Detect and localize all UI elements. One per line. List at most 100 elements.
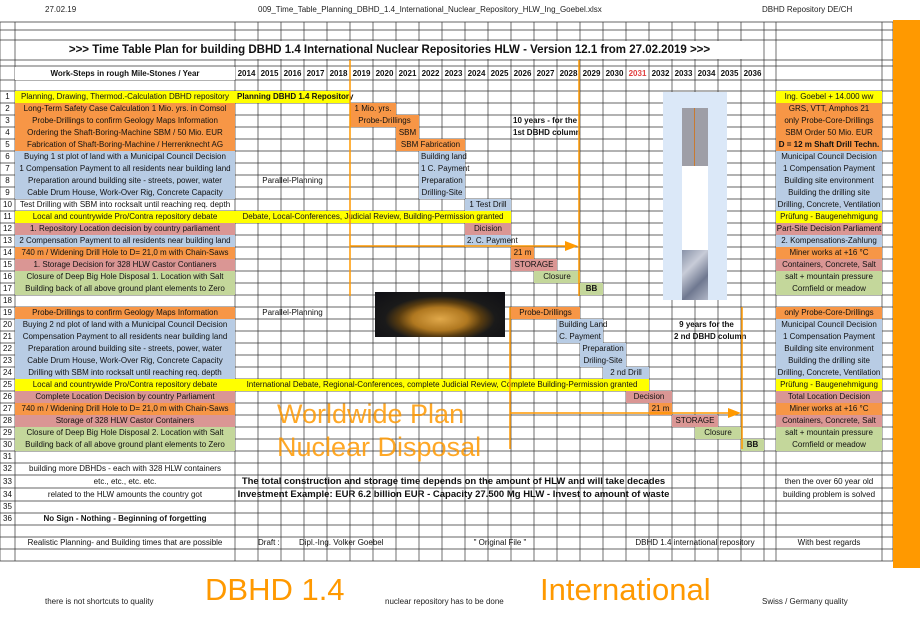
year-2029: 2029 [582,69,601,78]
gantt-bar: 2 nd Drill [603,367,649,379]
milestone-note: Municipal Council Decision [776,151,882,163]
gantt-bar: Building Land [557,319,608,331]
row-number: 23 [3,356,12,365]
year-2014: 2014 [237,69,256,78]
row-number: 9 [5,188,10,197]
timeline-note: 10 years - for the [513,116,578,125]
milestone-note: salt + mountain pressure [776,271,882,283]
task-label: Planning, Drawing, Thermod.-Calculation … [15,91,235,103]
task-label: Building back of all above ground plant … [15,439,235,451]
gantt-bar: 1 C. Payment [419,163,470,175]
task-label: Cable Drum House, Work-Over Rig, Concret… [15,187,235,199]
row-number: 30 [3,440,12,449]
year-2016: 2016 [283,69,302,78]
row-number: 28 [3,416,12,425]
milestone-note: Miner works at +16 °C [776,247,882,259]
milestone-note: building problem is solved [782,490,876,499]
repository-site-image [375,292,505,337]
footer-draft: Draft : [258,538,280,547]
task-label: Probe-Drillings to confirm Geology Maps … [15,115,235,127]
gantt-bar: Driling-Site [580,355,626,367]
row-number: 11 [3,212,12,221]
watermark-line2: Nuclear Disposal [277,432,482,462]
file-name: 009_Time_Table_Planning_DBHD_1.4_Interna… [258,5,602,14]
milestone-note: 2. Kompensations-Zahlung [776,235,882,247]
milestone-note: Containers, Concrete, Salt [776,415,882,427]
milestone-note: 1 Compensation Payment [776,331,882,343]
year-2021: 2021 [398,69,417,78]
gantt-bar: Probe-Drillings [350,115,419,127]
timeline-note: Parallel-Planning [262,308,323,317]
row-number: 14 [3,248,12,257]
bottom-middle-text: nuclear repository has to be done [385,597,504,606]
milestone-note: Drilling, Concrete, Ventilation [776,367,882,379]
year-2036: 2036 [743,69,762,78]
logo-dbhd: DBHD 1.4 [205,572,345,607]
gantt-bar: Closure [534,271,580,283]
timeline-note: 9 years for the [679,320,734,329]
row-number: 22 [3,344,12,353]
task-label: 740 m / Widening Drill Hole to D= 21,0 m… [15,403,235,415]
gantt-bar: 21 m [511,247,534,259]
task-label: Closure of Deep Big Hole Disposal 1. Loc… [15,271,235,283]
timeline-note: The total construction and storage time … [241,476,666,487]
milestone-note: Drilling, Concrete, Ventilation [776,199,882,211]
gantt-bar: 2. C. Payment [465,235,518,247]
year-2030: 2030 [605,69,624,78]
row-number: 36 [3,514,12,523]
task-label: Drilling with SBM into rocksalt until re… [15,367,235,379]
gantt-bar: Preparation [419,175,465,187]
row-number: 16 [3,272,12,281]
gantt-bar: BB [741,439,764,451]
task-label: 1. Repository Location decision by count… [15,223,235,235]
year-2035: 2035 [720,69,739,78]
row-number: 1 [5,92,10,101]
task-label: 1. Storage Decision for 328 HLW Castor C… [15,259,235,271]
milestone-note: 1 Compensation Payment [776,163,882,175]
row-number: 8 [5,176,10,185]
gantt-bar: SBM Fabrication [396,139,465,151]
year-2034: 2034 [697,69,716,78]
gantt-bar: Preparation [580,343,626,355]
row-number: 5 [5,140,10,149]
milestone-note: Part-Site Decision Parliament [776,223,882,235]
shaft-column-image [663,92,727,300]
milestone-note: Municipal Council Decision [776,319,882,331]
row-number: 6 [5,152,10,161]
task-label: 2 Compensation Payment to all residents … [15,235,235,247]
row-number: 12 [3,224,12,233]
gantt-bar: Closure [695,427,741,439]
footer-repo: DBHD 1.4 international repository [635,538,755,547]
gantt-bar: Debate, Local-Conferences, Judicial Revi… [235,211,511,223]
task-label: Preparation around building site - stree… [15,343,235,355]
bottom-right-text: Swiss / Germany quality [762,597,848,606]
gantt-bar: STORAGE [672,415,718,427]
milestone-note: Building the drilling site [776,355,882,367]
year-2027: 2027 [536,69,555,78]
task-label: Probe-Drillings to confirm Geology Maps … [15,307,235,319]
header-right: DBHD Repository DE/CH [762,5,853,14]
task-label: 1 Compensation Payment to all residents … [15,163,235,175]
gantt-bar: SBM [396,127,419,139]
milestone-note: Total Location Decision [776,391,882,403]
task-label: Fabrication of Shaft-Boring-Machine / He… [15,139,235,151]
gantt-bar: Decision [626,391,672,403]
row-number: 25 [3,380,12,389]
row-number: 35 [3,502,12,511]
row-number: 2 [5,104,10,113]
logo-international: International [540,572,711,607]
task-label: Buying 1 st plot of land with a Municipa… [15,151,235,163]
row-number: 21 [3,332,12,341]
gantt-bar: Dicision [465,223,511,235]
arrow-head-icon [565,241,578,251]
task-label: etc., etc., etc. etc. [93,477,157,486]
year-2031: 2031 [628,69,647,78]
gantt-bar: 21 m [649,403,672,415]
year-2024: 2024 [467,69,486,78]
milestone-note: only Probe-Core-Drillings [776,307,882,319]
year-2025: 2025 [490,69,509,78]
footer-regards: With best regards [797,538,861,547]
milestone-note: Ing. Goebel + 14.000 ww [776,91,882,103]
gantt-bar: BB [580,283,603,295]
row-number: 31 [3,452,12,461]
